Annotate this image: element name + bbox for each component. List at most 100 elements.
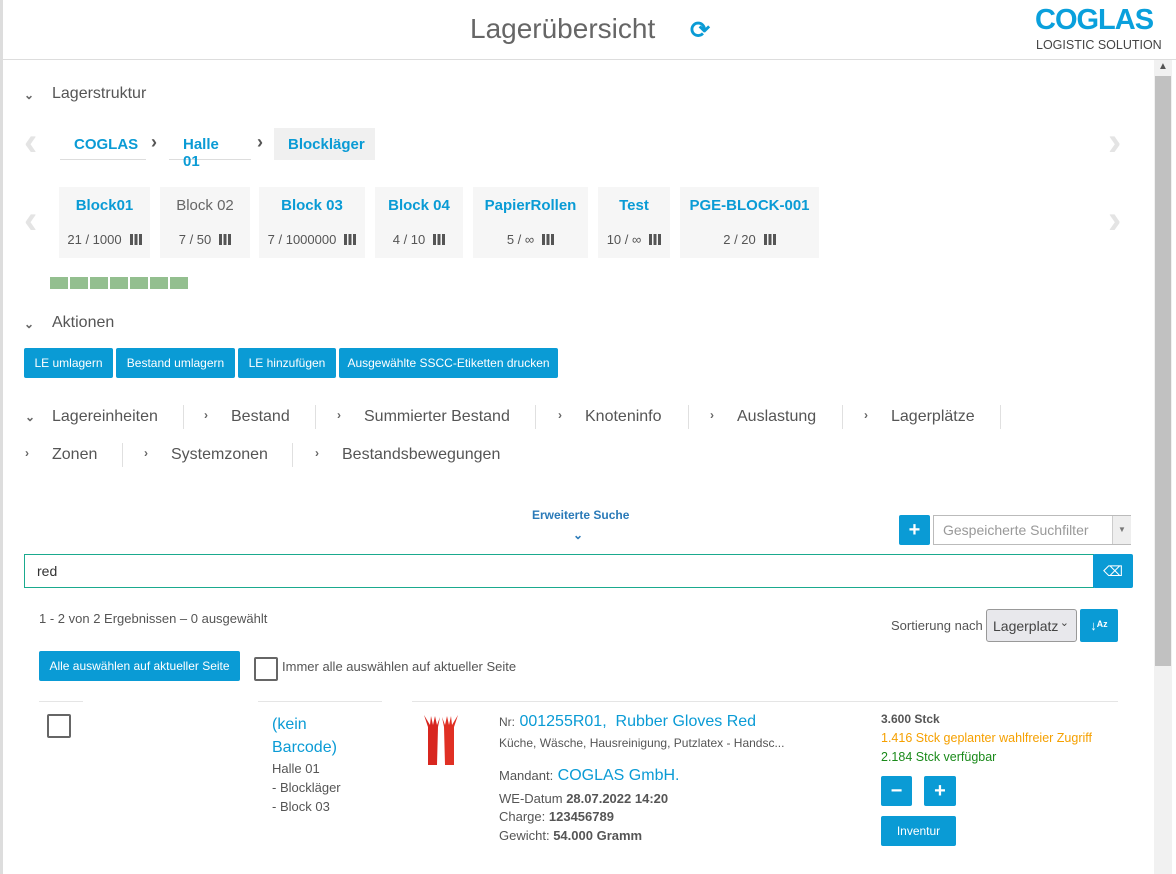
dropdown-arrow-icon[interactable]: ▼	[1112, 516, 1131, 544]
tab-lagerplaetze[interactable]: Lagerplätze	[891, 408, 975, 425]
block-count: 4 / 10	[392, 232, 426, 247]
select-all-button[interactable]: Alle auswählen auf aktueller Seite	[39, 651, 240, 681]
barcode-text: Barcode)	[272, 739, 337, 756]
divider	[122, 443, 123, 467]
chevron-right-icon: ›	[25, 446, 29, 460]
chevron-left-icon[interactable]: ‹	[24, 198, 38, 242]
chevron-right-icon: ›	[204, 408, 208, 422]
barcode-link[interactable]: (kein Barcode)	[272, 713, 337, 759]
page-title: Lagerübersicht	[470, 13, 656, 44]
block-tile[interactable]: Block 03 7 / 1000000	[259, 187, 365, 258]
product-name[interactable]: Rubber Gloves Red	[615, 713, 757, 730]
add-filter-button[interactable]: +	[899, 515, 930, 545]
breadcrumb-halle[interactable]: Halle 01	[169, 128, 251, 170]
block-count: 7 / 1000000	[267, 232, 337, 247]
inventur-button[interactable]: Inventur	[881, 816, 956, 846]
chevron-down-icon: ⌄	[25, 410, 36, 424]
sort-direction-icon[interactable]: ↓ᴬᶻ	[1080, 609, 1118, 642]
chevron-right-icon: ›	[257, 132, 263, 152]
tab-bestandsbewegungen[interactable]: Bestandsbewegungen	[342, 446, 501, 463]
scrollbar-thumb[interactable]	[1155, 76, 1171, 666]
section-lagerstruktur[interactable]: Lagerstruktur	[52, 85, 147, 102]
chevron-left-icon[interactable]: ‹	[24, 120, 38, 164]
quantity-total: 3.600 Stck	[881, 712, 940, 726]
we-datum: WE-Datum 28.07.2022 14:20	[499, 791, 668, 806]
divider	[292, 443, 293, 467]
section-aktionen[interactable]: Aktionen	[52, 314, 115, 331]
chevron-right-icon[interactable]: ›	[1108, 120, 1122, 164]
we-value: 28.07.2022 14:20	[566, 791, 669, 806]
block-count: 2 / 20	[723, 232, 756, 247]
logo-subtitle: LOGISTIC SOLUTION	[1036, 38, 1162, 52]
print-sscc-button[interactable]: Ausgewählte SSCC-Etiketten drucken	[339, 348, 558, 378]
saved-filter-select[interactable]: Gespeicherte Suchfilter ▼	[933, 515, 1131, 545]
eraser-icon[interactable]: ⌫	[1093, 554, 1133, 588]
block-tile[interactable]: PGE-BLOCK-001 2 / 20	[680, 187, 819, 258]
block-count: 10 / ∞	[606, 232, 642, 247]
divider	[315, 405, 316, 429]
chevron-down-icon[interactable]: ⌄	[24, 88, 35, 102]
block-name: Block01	[75, 197, 134, 214]
tab-bestand[interactable]: Bestand	[231, 408, 290, 425]
always-select-checkbox[interactable]	[254, 657, 278, 681]
tab-lagereinheiten[interactable]: Lagereinheiten	[52, 408, 158, 425]
occupancy-indicator	[110, 277, 128, 289]
tab-systemzonen[interactable]: Systemzonen	[171, 446, 268, 463]
tab-auslastung[interactable]: Auslastung	[737, 408, 817, 425]
divider	[842, 405, 843, 429]
product-title: Nr: 001255R01, Rubber Gloves Red	[499, 713, 756, 731]
chevron-right-icon: ›	[864, 408, 868, 422]
increase-button[interactable]: +	[924, 776, 956, 806]
grid-icon	[542, 234, 555, 245]
grid-icon	[129, 234, 142, 245]
location: Halle 01 - Blockläger - Block 03	[272, 759, 341, 816]
block-tile[interactable]: PapierRollen 5 / ∞	[473, 187, 588, 258]
le-hinzufuegen-button[interactable]: LE hinzufügen	[238, 348, 336, 378]
grid-icon	[219, 234, 232, 245]
occupancy-indicator	[50, 277, 68, 289]
block-tile[interactable]: Block01 21 / 1000	[59, 187, 150, 258]
row-checkbox[interactable]	[47, 714, 71, 738]
mandant-label: Mandant:	[499, 768, 554, 783]
block-count: 21 / 1000	[67, 232, 122, 247]
divider	[1000, 405, 1001, 429]
product-description: Küche, Wäsche, Hausreinigung, Putzlatex …	[499, 736, 785, 750]
nr-label: Nr:	[499, 715, 515, 729]
grid-icon	[649, 234, 662, 245]
chevron-right-icon: ›	[710, 408, 714, 422]
block-tile[interactable]: Test 10 / ∞	[598, 187, 670, 258]
tab-zonen[interactable]: Zonen	[52, 446, 98, 463]
chevron-down-icon[interactable]: ⌄	[24, 317, 35, 331]
decrease-button[interactable]: −	[881, 776, 912, 806]
divider	[412, 701, 1118, 702]
product-number[interactable]: 001255R01,	[519, 713, 607, 730]
advanced-search-link[interactable]: Erweiterte Suche	[532, 508, 630, 522]
le-umlagern-button[interactable]: LE umlagern	[24, 348, 113, 378]
scroll-up-icon[interactable]: ▲	[1158, 61, 1168, 72]
block-name: Block 03	[281, 197, 343, 214]
block-name: Test	[619, 197, 649, 214]
sort-select[interactable]: Lagerplatz ⌄	[986, 609, 1077, 642]
search-input[interactable]: red	[24, 554, 1094, 588]
refresh-icon[interactable]: ⟳	[690, 17, 711, 44]
chevron-right-icon[interactable]: ›	[1108, 198, 1122, 242]
chevron-right-icon: ›	[151, 132, 157, 152]
tab-knoteninfo[interactable]: Knoteninfo	[585, 408, 662, 425]
logo: COGLAS	[1035, 4, 1154, 36]
breadcrumb-coglas[interactable]: COGLAS	[60, 128, 146, 160]
chevron-right-icon: ›	[315, 446, 319, 460]
bestand-umlagern-button[interactable]: Bestand umlagern	[116, 348, 235, 378]
block-tile[interactable]: Block 02 7 / 50	[160, 187, 250, 258]
breadcrumb-blocklaeger[interactable]: Blockläger	[274, 128, 375, 160]
grid-icon	[344, 234, 357, 245]
mandant-value[interactable]: COGLAS GmbH.	[557, 767, 680, 784]
chevron-right-icon: ›	[337, 408, 341, 422]
chevron-down-icon[interactable]: ⌄	[573, 528, 584, 542]
tab-summierter-bestand[interactable]: Summierter Bestand	[364, 408, 510, 425]
block-count: 7 / 50	[178, 232, 212, 247]
quantity-available: 2.184 Stck verfügbar	[881, 750, 997, 764]
block-name: Block 02	[176, 197, 234, 214]
charge-value: 123456789	[548, 809, 614, 824]
barcode-text: (kein	[272, 716, 307, 733]
block-tile[interactable]: Block 04 4 / 10	[375, 187, 463, 258]
